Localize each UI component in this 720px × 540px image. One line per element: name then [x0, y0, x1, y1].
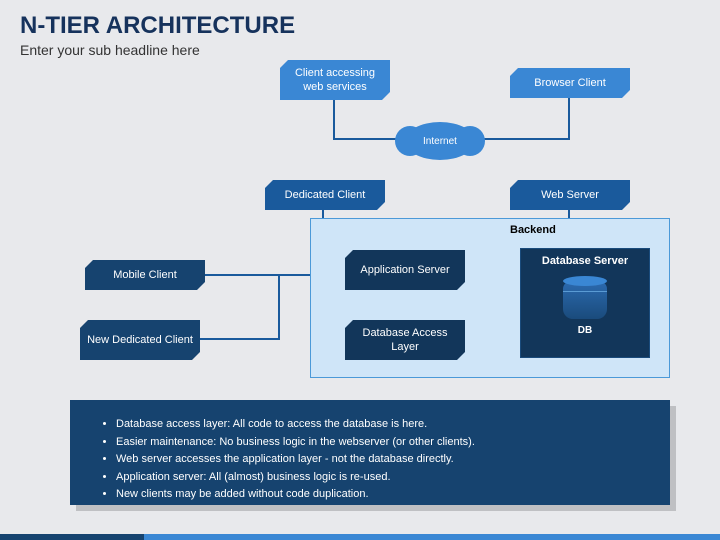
- connector-line: [200, 338, 280, 340]
- db-label: DB: [578, 325, 592, 336]
- note-item: Web server accesses the application laye…: [116, 451, 640, 469]
- node-browser: Browser Client: [510, 68, 630, 98]
- notes-panel: Database access layer: All code to acces…: [70, 400, 670, 505]
- note-item: Application server: All (almost) busines…: [116, 469, 640, 487]
- note-item: Easier maintenance: No business logic in…: [116, 434, 640, 452]
- connector-line: [480, 138, 570, 140]
- backend-label: Backend: [510, 224, 556, 236]
- note-item: Database access layer: All code to acces…: [116, 416, 640, 434]
- node-mobile: Mobile Client: [85, 260, 205, 290]
- database-cylinder-icon: [563, 281, 607, 319]
- page-subtitle: Enter your sub headline here: [20, 42, 200, 58]
- cloud-label: Internet: [423, 136, 457, 147]
- page-title: N-TIER ARCHITECTURE: [20, 12, 295, 40]
- footer-bar: [0, 534, 720, 540]
- node-webserver: Web Server: [510, 180, 630, 210]
- database-server-box: Database Server DB: [520, 248, 650, 358]
- node-db-access: Database Access Layer: [345, 320, 465, 360]
- connector-line: [278, 274, 280, 340]
- node-app-server: Application Server: [345, 250, 465, 290]
- note-item: New clients may be added without code du…: [116, 486, 640, 504]
- node-dedicated: Dedicated Client: [265, 180, 385, 210]
- internet-cloud: Internet: [405, 122, 475, 160]
- node-client-ws: Client accessing web services: [280, 60, 390, 100]
- db-server-title: Database Server: [542, 249, 628, 273]
- notes-list: Database access layer: All code to acces…: [100, 416, 640, 504]
- connector-line: [568, 98, 570, 140]
- connector-line: [333, 138, 398, 140]
- node-new-dedicated: New Dedicated Client: [80, 320, 200, 360]
- connector-line: [333, 100, 335, 140]
